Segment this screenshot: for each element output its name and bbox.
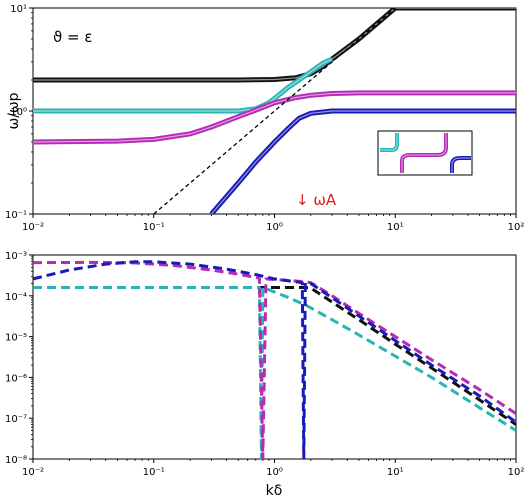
bottom-y-tick-label: 10⁻⁸ — [5, 455, 27, 466]
bottom-series-line-1 — [33, 286, 516, 459]
top-series-highlight-0 — [33, 8, 516, 81]
bottom-y-tick-label: 10⁻⁶ — [5, 373, 27, 384]
bottom-y-tick-label: 10⁻⁷ — [5, 414, 27, 425]
bottom-panel: 10⁻² 10⁻¹ 10⁰ 10¹ 10² 10⁻⁸ 10⁻⁷ 10⁻⁶ 10⁻⁵ 10⁻⁴ 10⁻… — [5, 251, 524, 499]
top-series-line-4 — [153, 8, 396, 214]
top-x-tick-label: 10⁻¹ — [143, 222, 165, 233]
top-x-tick-label: 10² — [508, 222, 525, 233]
bottom-x-tick-label: 10² — [508, 467, 525, 478]
bottom-series-group — [33, 260, 516, 459]
omega-alfven-annotation: ↓ ωA — [296, 191, 337, 209]
bottom-series-line-0 — [33, 286, 516, 426]
top-series-line-1 — [33, 56, 334, 114]
top-x-tick-label: 10¹ — [387, 222, 404, 233]
inset-legend — [377, 130, 473, 176]
top-series-highlight-3 — [210, 110, 516, 214]
top-series-highlight-2 — [33, 92, 516, 143]
top-y-axis-label: ω/ωp — [6, 92, 22, 129]
inset-blue-curve-inner — [451, 157, 471, 173]
bottom-x-tick-label: 10⁻¹ — [143, 467, 165, 478]
bottom-y-tick-label: 10⁻⁴ — [5, 292, 27, 303]
top-x-tick-label: 10⁻² — [22, 222, 44, 233]
top-series-highlight-1 — [33, 58, 333, 112]
bottom-y-tick-label: 10⁻³ — [5, 251, 27, 262]
inset-frame — [377, 130, 473, 176]
top-series-group — [33, 8, 516, 214]
theta-annotation: ϑ = ε — [53, 28, 93, 46]
top-y-tick-label: 10⁰ — [10, 107, 27, 118]
bottom-plot-frame — [32, 254, 517, 460]
top-y-tick-label: 10⁻¹ — [5, 210, 27, 221]
inset-magenta-curve-inner — [401, 133, 447, 173]
bottom-x-tick-label: 10¹ — [387, 467, 404, 478]
top-y-tick-label: 10¹ — [10, 4, 27, 15]
bottom-x-tick-label: 10⁻² — [22, 467, 44, 478]
top-series-line-0 — [33, 8, 516, 83]
inset-cyan-curve-inner — [380, 133, 398, 151]
top-x-tick-label: 10⁰ — [266, 222, 283, 233]
bottom-x-axis-label: kδ — [266, 483, 283, 499]
bottom-series-line-3 — [33, 260, 516, 459]
bottom-x-tick-label: 10⁰ — [266, 467, 283, 478]
bottom-ticks-group: 10⁻² 10⁻¹ 10⁰ 10¹ 10² 10⁻⁸ 10⁻⁷ 10⁻⁶ 10⁻⁵ 10⁻⁴ 10⁻… — [5, 251, 524, 478]
bottom-y-tick-label: 10⁻⁵ — [5, 333, 27, 344]
